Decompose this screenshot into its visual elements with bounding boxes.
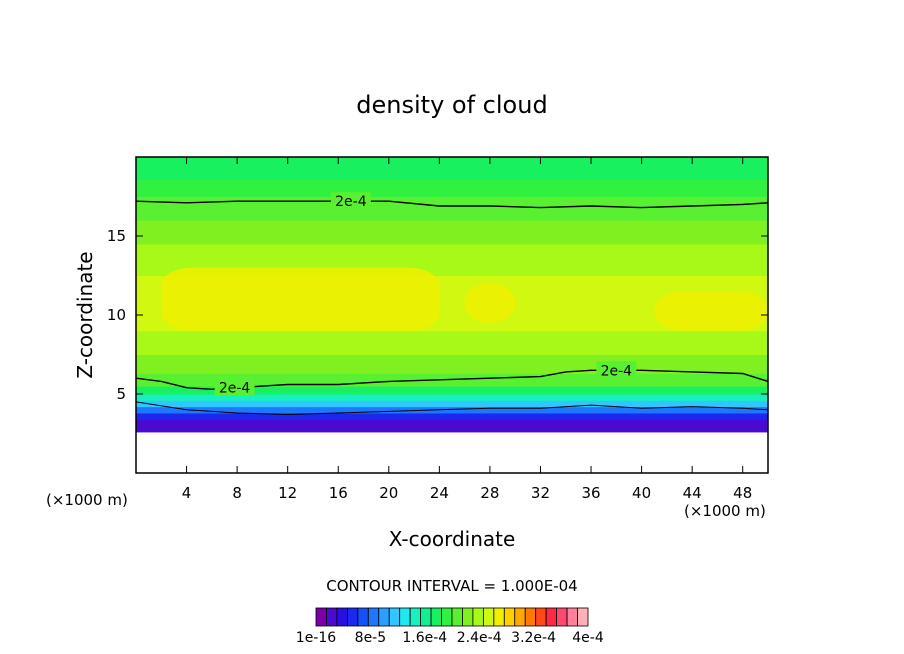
colorbar-swatch-20	[524, 607, 537, 627]
contour-label-bg-0	[330, 192, 371, 210]
x-unit-right: (×1000 m)	[684, 502, 766, 520]
colorbar-swatch-14	[462, 607, 474, 627]
field-band-12	[136, 196, 768, 221]
field-band-0	[136, 419, 768, 433]
field-band-13	[136, 179, 768, 197]
contour-label-bg-1	[596, 361, 637, 379]
colorbar-swatch-15	[472, 607, 484, 627]
y-tick-label-1: 10	[107, 306, 126, 324]
field-patch-2	[654, 291, 768, 331]
y-axis-ticks: 5 10 15	[107, 227, 768, 403]
x-tick-label-1: 8	[232, 484, 242, 502]
contour-label-bg-2	[214, 378, 255, 396]
contour-lines	[136, 200, 768, 416]
colorbar-swatch-12	[441, 607, 453, 627]
field-patch-1	[464, 283, 516, 323]
colorbar	[315, 607, 589, 627]
density-field	[136, 157, 768, 433]
colorbar-swatch-5	[367, 607, 380, 627]
colorbar-label-2: 1.6e-4	[402, 630, 447, 646]
colorbar-labels: 1e-16 8e-5 1.6e-4 2.4e-4 3.2e-4 4e-4	[296, 630, 604, 646]
x-axis-label: X-coordinate	[389, 527, 516, 551]
contour-interval-text: CONTOUR INTERVAL = 1.000E-04	[326, 577, 577, 595]
colorbar-swatch-23	[556, 607, 568, 627]
contour-labels: 2e-4 2e-4 2e-4	[214, 192, 637, 397]
field-band-3	[136, 400, 768, 408]
field-band-2	[136, 406, 768, 414]
colorbar-swatch-0	[315, 607, 327, 627]
y-tick-label-2: 15	[107, 227, 126, 245]
x-tick-label-0: 4	[182, 484, 192, 502]
y-axis-label: Z-coordinate	[73, 251, 97, 378]
colorbar-label-4: 3.2e-4	[511, 630, 556, 646]
field-band-14	[136, 157, 768, 180]
contour-label-2: 2e-4	[219, 381, 251, 397]
field-band-8	[136, 330, 768, 355]
colorbar-swatch-25	[577, 607, 589, 627]
x-axis-ticks: 4 8 12 16 20 24 28 32 36 40 44 48	[182, 157, 752, 502]
colorbar-swatch-7	[388, 607, 401, 627]
colorbar-swatch-18	[503, 607, 516, 627]
contour-line-0	[136, 200, 768, 209]
contour-label-0: 2e-4	[335, 194, 367, 210]
colorbar-swatch-1	[326, 607, 338, 627]
colorbar-label-3: 2.4e-4	[457, 630, 502, 646]
field-band-4	[136, 394, 768, 401]
colorbar-swatch-6	[378, 607, 390, 627]
x-tick-label-11: 48	[733, 484, 752, 502]
x-tick-label-8: 36	[581, 484, 600, 502]
colorbar-label-5: 4e-4	[572, 630, 604, 646]
colorbar-label-0: 1e-16	[296, 630, 336, 646]
colorbar-label-1: 8e-5	[355, 630, 386, 646]
colorbar-swatch-13	[451, 607, 463, 627]
colorbar-swatch-24	[566, 607, 578, 627]
field-band-11	[136, 220, 768, 245]
x-tick-label-7: 32	[531, 484, 550, 502]
colorbar-swatch-3	[346, 607, 359, 627]
x-tick-label-4: 20	[379, 484, 398, 502]
x-tick-label-10: 44	[683, 484, 702, 502]
colorbar-swatch-21	[535, 607, 547, 627]
colorbar-swatch-10	[420, 607, 432, 627]
colorbar-swatch-8	[399, 607, 411, 627]
y-tick-label-0: 5	[116, 385, 126, 403]
colorbar-swatch-17	[493, 607, 505, 627]
contour-line-1	[136, 369, 768, 391]
colorbar-swatch-11	[430, 607, 442, 627]
x-tick-label-6: 28	[480, 484, 499, 502]
colorbar-swatch-2	[336, 607, 348, 627]
chart-title: density of cloud	[356, 91, 547, 119]
contour-line-3	[136, 401, 768, 416]
colorbar-swatch-19	[514, 607, 526, 627]
colorbar-swatch-9	[409, 607, 422, 627]
colorbar-swatch-22	[545, 607, 558, 627]
colorbar-swatch-4	[357, 607, 369, 627]
field-band-5	[136, 386, 768, 395]
field-band-1	[136, 412, 768, 420]
colorbar-swatch-16	[482, 607, 495, 627]
x-tick-label-5: 24	[430, 484, 449, 502]
field-patch-0	[161, 267, 440, 331]
contour-label-1: 2e-4	[601, 363, 633, 379]
x-unit-left: (×1000 m)	[46, 491, 128, 509]
x-tick-label-2: 12	[278, 484, 297, 502]
x-tick-label-3: 16	[329, 484, 348, 502]
x-tick-label-9: 40	[632, 484, 651, 502]
